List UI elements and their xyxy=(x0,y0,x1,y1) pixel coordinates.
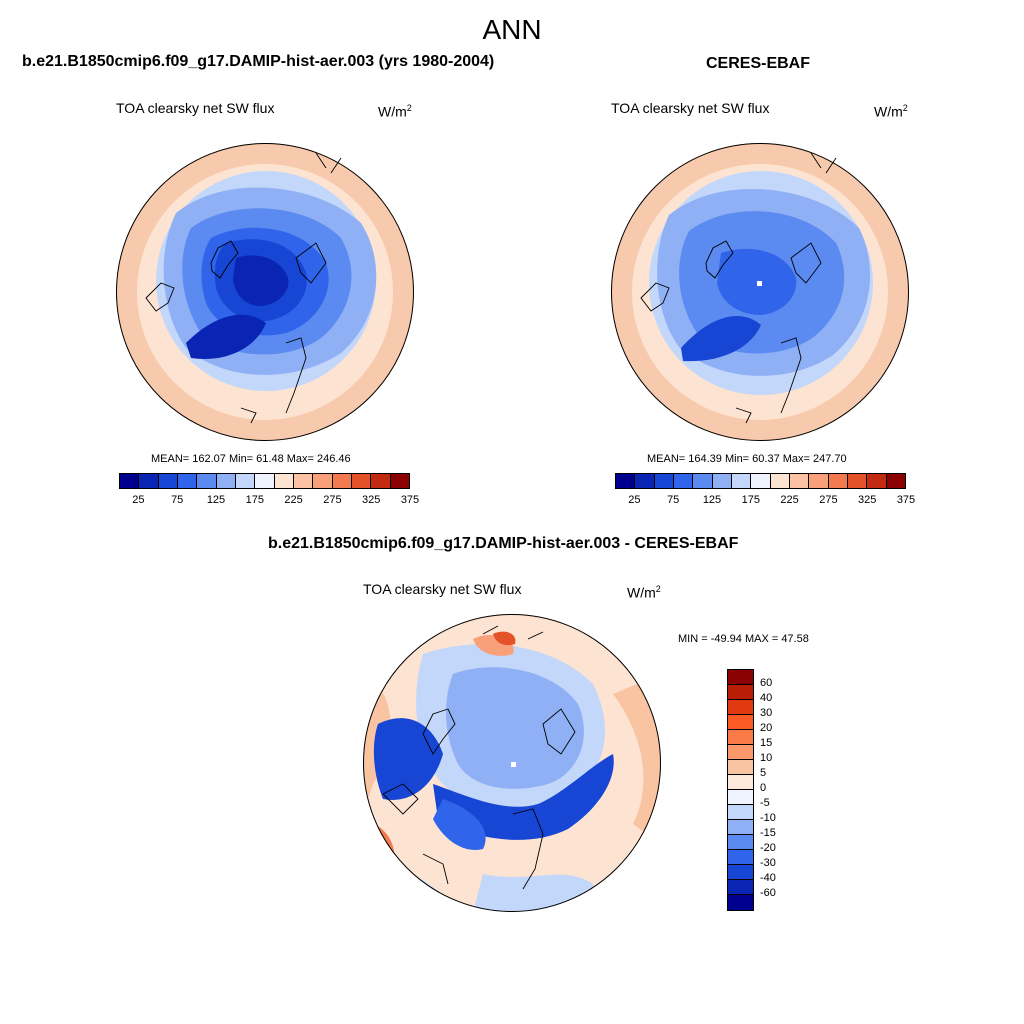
colorbar-tick-label: 10 xyxy=(760,752,773,764)
colorbar-tick-label: 125 xyxy=(702,494,722,506)
panel1-polar-map xyxy=(116,143,414,441)
colorbar-tick-label: -5 xyxy=(760,797,770,809)
colorbar-swatch xyxy=(673,474,694,488)
colorbar-swatch xyxy=(728,760,753,775)
panel1-title: b.e21.B1850cmip6.f09_g17.DAMIP-hist-aer.… xyxy=(22,53,495,70)
colorbar-tick-label: 325 xyxy=(362,494,381,506)
colorbar-swatch xyxy=(390,474,409,488)
panel1-units: W/m2 xyxy=(378,103,412,120)
colorbar-swatch xyxy=(728,865,753,880)
colorbar-swatch xyxy=(728,745,753,760)
colorbar-swatch xyxy=(728,805,753,820)
colorbar-tick-label: 40 xyxy=(760,692,773,704)
colorbar-swatch xyxy=(177,474,198,488)
colorbar-swatch xyxy=(728,685,753,700)
colorbar-tick-label: 225 xyxy=(780,494,799,506)
colorbar-swatch xyxy=(313,474,333,488)
panel1-stats: MEAN= 162.07 Min= 61.48 Max= 246.46 xyxy=(151,453,351,465)
colorbar-swatch xyxy=(731,474,752,488)
panel1-colorbar-ticks: 25 75 125 175 225 275 325 375 xyxy=(119,494,419,508)
panel3-stats: MIN = -49.94 MAX = 47.58 xyxy=(678,633,809,645)
colorbar-tick-label: 5 xyxy=(760,767,767,779)
panel2-colorbar xyxy=(615,473,906,489)
colorbar-swatch xyxy=(828,474,848,488)
colorbar-swatch xyxy=(728,775,753,790)
panel2-units: W/m2 xyxy=(874,103,908,120)
colorbar-swatch xyxy=(139,474,159,488)
colorbar-swatch xyxy=(751,474,771,488)
colorbar-swatch xyxy=(332,474,352,488)
colorbar-tick-label: 225 xyxy=(284,494,303,506)
colorbar-swatch xyxy=(886,474,905,488)
colorbar-tick-label: 175 xyxy=(245,494,264,506)
colorbar-tick-label: 75 xyxy=(171,494,184,506)
colorbar-swatch xyxy=(197,474,217,488)
colorbar-swatch xyxy=(728,835,753,850)
colorbar-tick-label: 25 xyxy=(132,494,145,506)
colorbar-swatch xyxy=(255,474,275,488)
colorbar-swatch xyxy=(809,474,829,488)
figure-title: ANN xyxy=(482,14,542,45)
colorbar-swatch xyxy=(728,880,753,895)
colorbar-tick-label: -40 xyxy=(760,872,776,884)
colorbar-swatch xyxy=(847,474,868,488)
colorbar-swatch xyxy=(728,820,753,835)
colorbar-tick-label: 125 xyxy=(206,494,226,506)
colorbar-tick-label: 175 xyxy=(741,494,760,506)
colorbar-tick-label: 20 xyxy=(760,722,773,734)
colorbar-swatch xyxy=(293,474,314,488)
colorbar-tick-label: -20 xyxy=(760,842,776,854)
colorbar-swatch xyxy=(728,715,753,730)
colorbar-swatch xyxy=(654,474,674,488)
panel2-polar-map xyxy=(611,143,909,441)
colorbar-swatch xyxy=(216,474,236,488)
colorbar-tick-label: 375 xyxy=(896,494,916,506)
colorbar-tick-label: -60 xyxy=(760,887,776,899)
panel3-colorbar-ticks: 60 40 30 20 15 10 5 0 -5 -10 -15 -20 -30 -40 -60 xyxy=(760,677,800,907)
colorbar-swatch xyxy=(235,474,256,488)
panel2-stats: MEAN= 164.39 Min= 60.37 Max= 247.70 xyxy=(647,453,847,465)
panel3-units: W/m2 xyxy=(627,584,661,601)
colorbar-swatch xyxy=(351,474,372,488)
panel1-field-label: TOA clearsky net SW flux xyxy=(116,100,275,116)
colorbar-swatch xyxy=(371,474,391,488)
colorbar-tick-label: 25 xyxy=(628,494,641,506)
colorbar-swatch xyxy=(770,474,790,488)
colorbar-swatch xyxy=(274,474,294,488)
panel3-field-label: TOA clearsky net SW flux xyxy=(363,581,522,597)
panel1-colorbar xyxy=(119,473,410,489)
panel3-polar-map xyxy=(363,614,661,912)
colorbar-tick-label: 75 xyxy=(667,494,680,506)
panel2-field-label: TOA clearsky net SW flux xyxy=(611,100,770,116)
colorbar-tick-label: 325 xyxy=(858,494,877,506)
panel3-colorbar xyxy=(727,669,754,911)
colorbar-swatch xyxy=(728,700,753,715)
colorbar-tick-label: 30 xyxy=(760,707,773,719)
colorbar-swatch xyxy=(728,790,753,805)
colorbar-swatch xyxy=(728,895,753,910)
colorbar-swatch xyxy=(728,670,753,685)
colorbar-tick-label: 60 xyxy=(760,677,773,689)
colorbar-swatch xyxy=(693,474,713,488)
colorbar-tick-label: 375 xyxy=(400,494,420,506)
colorbar-swatch xyxy=(728,730,753,745)
colorbar-swatch xyxy=(120,474,140,488)
panel2-title: CERES-EBAF xyxy=(706,55,811,72)
colorbar-swatch xyxy=(728,850,753,865)
colorbar-tick-label: -15 xyxy=(760,827,776,839)
colorbar-tick-label: 275 xyxy=(819,494,838,506)
colorbar-swatch xyxy=(867,474,887,488)
panel2-colorbar-ticks: 25 75 125 175 225 275 325 375 xyxy=(615,494,915,508)
colorbar-swatch xyxy=(158,474,178,488)
panel3-title: b.e21.B1850cmip6.f09_g17.DAMIP-hist-aer.… xyxy=(268,535,739,552)
colorbar-tick-label: -30 xyxy=(760,857,776,869)
colorbar-tick-label: 275 xyxy=(323,494,342,506)
colorbar-swatch xyxy=(789,474,810,488)
colorbar-swatch xyxy=(616,474,636,488)
colorbar-tick-label: 15 xyxy=(760,737,773,749)
colorbar-swatch xyxy=(712,474,732,488)
colorbar-tick-label: -10 xyxy=(760,812,776,824)
colorbar-tick-label: 0 xyxy=(760,782,767,794)
colorbar-swatch xyxy=(635,474,655,488)
